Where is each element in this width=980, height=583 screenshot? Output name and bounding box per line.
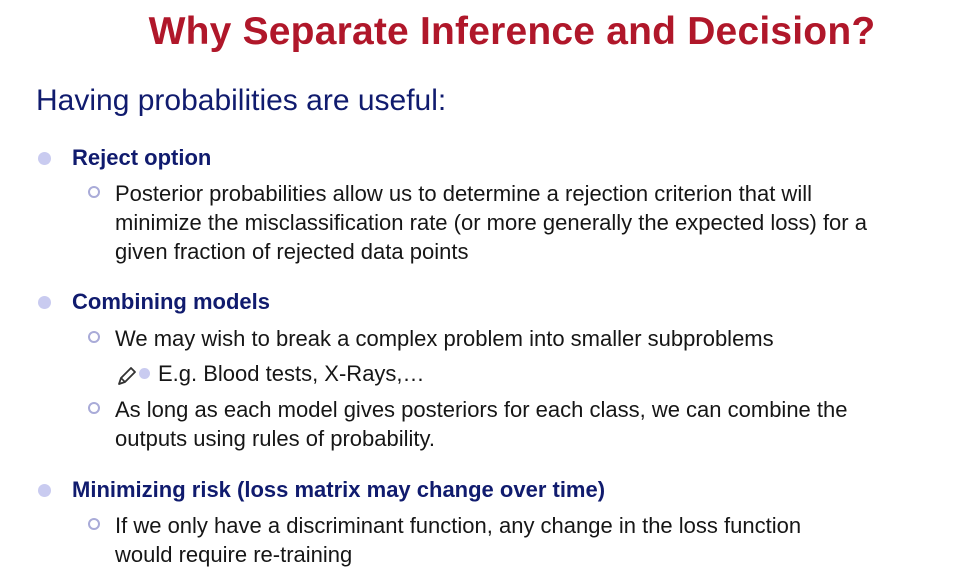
bullet-icon (38, 152, 51, 165)
circle-bullet-icon (88, 186, 100, 198)
bullet-icon (38, 484, 51, 497)
subpoint-examples: E.g. Blood tests, X-Rays,… (158, 361, 425, 386)
point-minimizing-risk: If we only have a discriminant function,… (115, 513, 802, 567)
slide-title: Why Separate Inference and Decision? (148, 10, 876, 53)
circle-bullet-icon (88, 331, 100, 343)
point-combining-models-2: As long as each model gives posteriors f… (115, 397, 848, 451)
section-heading-combining-models: Combining models (72, 289, 270, 314)
circle-bullet-icon (88, 518, 100, 530)
pencil-icon[interactable] (115, 364, 139, 388)
point-combining-models-1: We may wish to break a complex problem i… (115, 326, 774, 351)
section-heading-reject-option: Reject option (72, 145, 212, 170)
point-reject-option: Posterior probabilities allow us to dete… (115, 181, 867, 264)
bullet-icon (38, 296, 51, 309)
slide-subtitle: Having probabilities are useful: (36, 84, 447, 117)
bullet-icon (139, 368, 150, 379)
section-heading-minimizing-risk: Minimizing risk (loss matrix may change … (72, 477, 606, 502)
circle-bullet-icon (88, 402, 100, 414)
